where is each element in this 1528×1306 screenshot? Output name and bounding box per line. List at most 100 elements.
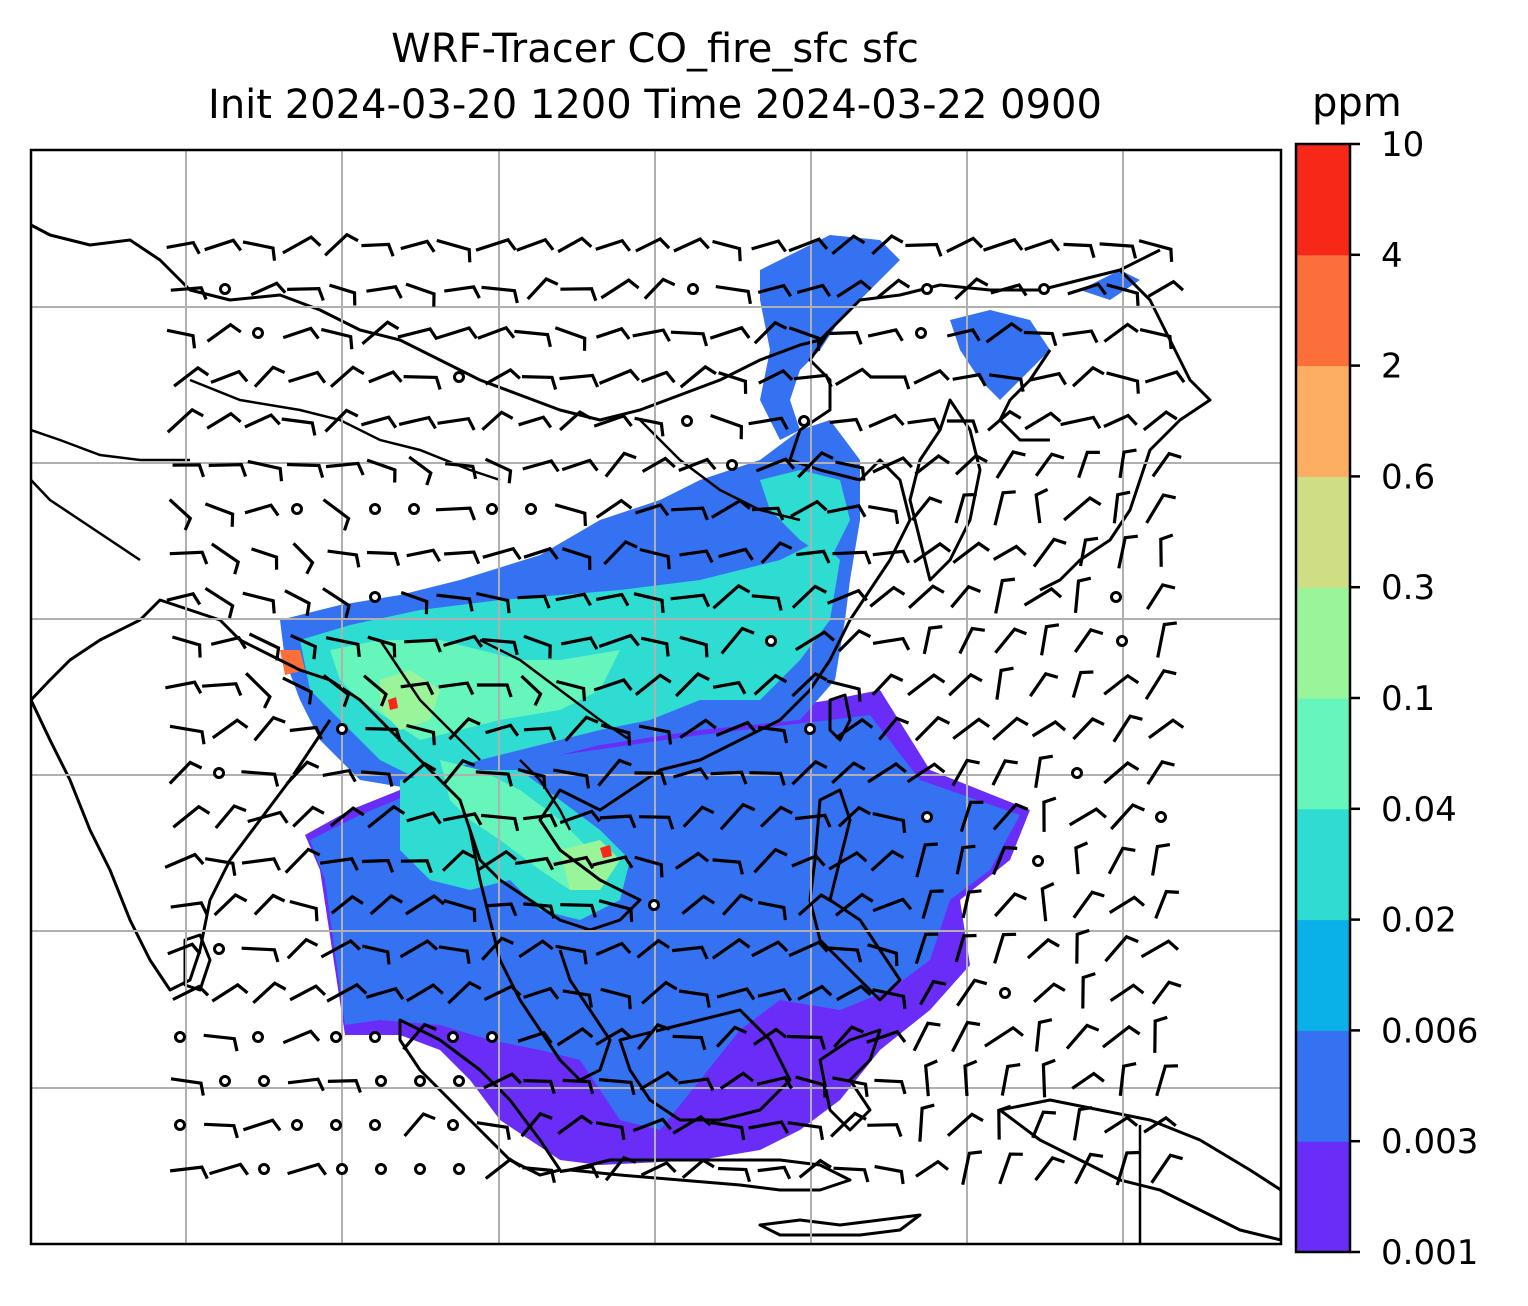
wind-barb [796,283,832,297]
wind-barb [954,933,977,963]
wind-barb [397,327,439,341]
colorbar-segment [1296,1141,1350,1253]
wind-barb [327,1078,362,1094]
wind-barb [282,676,313,705]
wind-barb [436,593,474,612]
wind-barb [872,897,913,913]
colorbar-tick-label: 4 [1381,236,1403,276]
border-6 [639,419,801,522]
wind-barb [445,462,478,480]
wind-barb [282,326,320,340]
calm-wind-circle [369,503,381,515]
wind-barb [643,277,676,300]
wind-barb [247,810,289,824]
wind-barb [872,988,907,1009]
wind-barb [1110,803,1146,831]
field-level-3c [760,470,850,560]
wind-barb [173,365,210,388]
wind-barb [922,625,943,655]
calm-wind-circle [453,1163,465,1175]
wind-barb [721,893,754,916]
wind-barb [1145,583,1176,610]
wind-barb [639,815,675,830]
wind-barb [791,584,828,609]
wind-barb [284,589,311,617]
wind-barb [564,715,599,742]
wind-barb [437,416,476,431]
wind-barb [915,842,938,878]
wind-barb [994,627,1027,654]
calm-wind-circle [369,1119,381,1131]
wind-barb [360,770,394,787]
wind-barb [757,900,787,921]
wind-barb [253,715,286,742]
wind-barb [282,235,322,255]
wind-barb [1032,537,1067,568]
wind-barb [998,1152,1023,1185]
wind-barb [836,984,872,1002]
calm-wind-circle [1038,283,1050,295]
calm-wind-circle [447,1119,459,1131]
wind-barb [1071,670,1094,698]
wind-barb [481,638,519,656]
wind-barb [1103,1115,1139,1134]
wind-barb [946,328,981,342]
wind-barb [674,851,710,870]
colorbar-segment [1296,365,1350,477]
wind-barb [867,943,899,966]
wind-barb [670,330,709,347]
wind-barb [555,592,592,607]
wind-barb [324,408,359,433]
wind-barb [172,463,206,478]
wind-barb [523,986,560,1000]
wind-barb [834,367,873,386]
wind-barb [369,894,404,916]
wind-barb [518,939,554,959]
wind-barb [595,498,633,519]
wind-barb [206,322,242,343]
wind-barb [242,591,276,614]
wind-barb [329,365,365,388]
wind-barb [878,716,910,741]
wind-barb [289,984,327,1002]
wind-barb [475,237,517,252]
wind-barb [484,367,521,386]
wind-barb [1034,754,1054,788]
wind-barb [715,285,752,305]
wind-barb [366,550,401,567]
wind-barb [366,458,397,483]
wind-barb [951,758,980,787]
wind-barb [516,237,555,252]
wind-barb [874,1078,907,1095]
wind-barb [798,1158,832,1179]
wind-barb [559,1164,600,1179]
calm-wind-circle [336,1163,348,1175]
wind-barb [481,410,514,431]
wind-barb [593,678,633,692]
coastline-peninsula [468,829,612,1082]
wind-barb [640,1160,677,1177]
calm-wind-circle [258,1163,270,1175]
calm-wind-circle [336,723,348,735]
wind-barb [561,458,599,472]
wind-barb [867,762,907,784]
wind-barb [912,1021,941,1052]
wind-barb [757,725,789,744]
wind-barb [166,328,197,349]
wind-barb [365,986,405,1001]
wind-barb [476,683,513,698]
wind-barb [718,547,754,561]
wind-barb [598,633,640,649]
wind-barb [443,634,484,648]
wind-barb [871,673,904,696]
wind-barb [405,894,445,916]
wind-barb [441,849,475,872]
calm-wind-circle [486,503,498,515]
calm-wind-circle [408,503,420,515]
wind-barb [954,492,977,524]
wind-barb [829,1111,867,1138]
coastline-java [568,1158,852,1192]
wind-barb [553,768,591,789]
